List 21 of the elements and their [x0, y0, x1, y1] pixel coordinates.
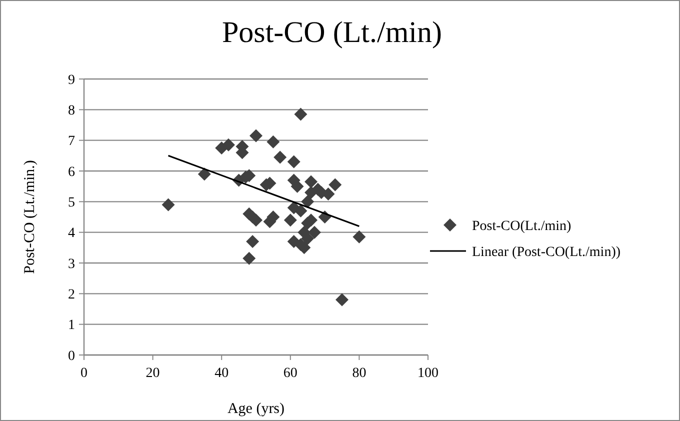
y-tick-label: 2: [68, 288, 75, 303]
y-tick-label: 5: [68, 196, 75, 211]
y-tick-label: 1: [68, 318, 75, 334]
y-tick-label: 0: [68, 348, 75, 364]
x-tick-label: 0: [80, 366, 88, 381]
y-tick-label: 3: [68, 256, 75, 272]
x-tick-label: 40: [214, 366, 229, 381]
x-tick-label: 100: [418, 366, 438, 381]
chart-title: Post-CO (Lt./min): [222, 16, 442, 49]
y-tick-label: 4: [68, 226, 75, 242]
y-tick-label: 8: [68, 104, 75, 119]
y-tick-label: 9: [68, 72, 75, 88]
legend-label: Post-CO(Lt./min): [472, 218, 572, 234]
x-tick-label: 20: [146, 366, 160, 381]
x-tick-label: 60: [283, 366, 298, 381]
y-tick-label: 6: [68, 164, 75, 180]
x-axis-title: Age (yrs): [227, 401, 285, 417]
y-axis-title: Post-CO (Lt./min.): [22, 160, 38, 274]
x-tick-label: 80: [352, 366, 366, 381]
legend-label: Linear (Post-CO(Lt./min)): [472, 244, 621, 260]
y-tick-label: 7: [68, 134, 75, 150]
